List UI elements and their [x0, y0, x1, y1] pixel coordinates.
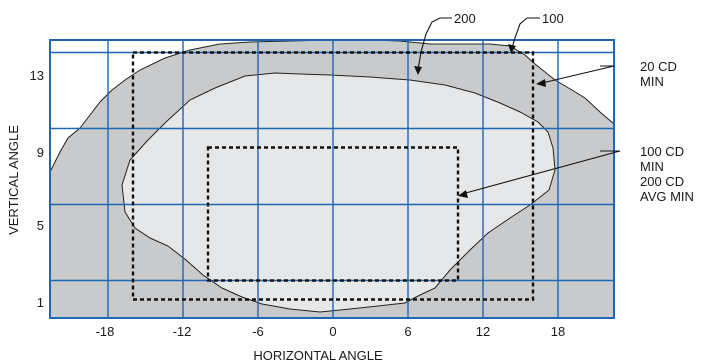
- leader-100cd: [461, 150, 621, 195]
- x-tick-label: -6: [252, 324, 264, 339]
- callout-100: 100: [542, 11, 564, 26]
- callout-line: AVG MIN: [640, 189, 694, 204]
- callout-leaders: [417, 17, 621, 195]
- y-tick-label: 9: [37, 145, 44, 160]
- y-tick-label: 13: [30, 68, 44, 83]
- plot-frame: [49, 39, 615, 319]
- x-tick-label: 0: [329, 324, 336, 339]
- arrowhead-100cd: [458, 190, 468, 198]
- callout-line: 200 CD: [640, 174, 684, 189]
- arrowhead-20cd: [536, 79, 546, 87]
- callout-line: MIN: [640, 159, 664, 174]
- callout-arrowheads: [414, 44, 546, 198]
- x-tick-label: 12: [476, 324, 490, 339]
- callout-line: MIN: [640, 74, 664, 89]
- leader-200: [417, 17, 452, 71]
- arrowhead-200: [414, 66, 422, 75]
- x-tick-label: 18: [551, 324, 565, 339]
- y-tick-label: 1: [37, 295, 44, 310]
- x-tick-label: -18: [96, 324, 115, 339]
- arrowhead-100: [508, 44, 516, 53]
- x-tick-labels: -18 -12 -6 0 6 12 18: [96, 324, 566, 339]
- x-axis-title: HORIZONTAL ANGLE: [253, 348, 383, 363]
- leader-100: [511, 17, 540, 49]
- y-axis-title: VERTICAL ANGLE: [6, 125, 21, 235]
- leader-20cd: [541, 65, 615, 84]
- callout-line: 20 CD: [640, 59, 677, 74]
- callout-100cd-min: 100 CD MIN 200 CD AVG MIN: [640, 144, 694, 204]
- callout-200: 200: [454, 11, 476, 26]
- contour-200-region: [121, 72, 556, 313]
- y-tick-label: 5: [37, 218, 44, 233]
- zone-100cd-min-box: [206, 146, 460, 282]
- callout-20cd-min: 20 CD MIN: [640, 59, 680, 89]
- x-tick-label: 6: [404, 324, 411, 339]
- callout-line: 100 CD: [640, 144, 684, 159]
- y-tick-labels: 13 9 5 1: [30, 68, 44, 310]
- x-tick-label: -12: [173, 324, 192, 339]
- zone-20cd-min-box: [131, 51, 535, 301]
